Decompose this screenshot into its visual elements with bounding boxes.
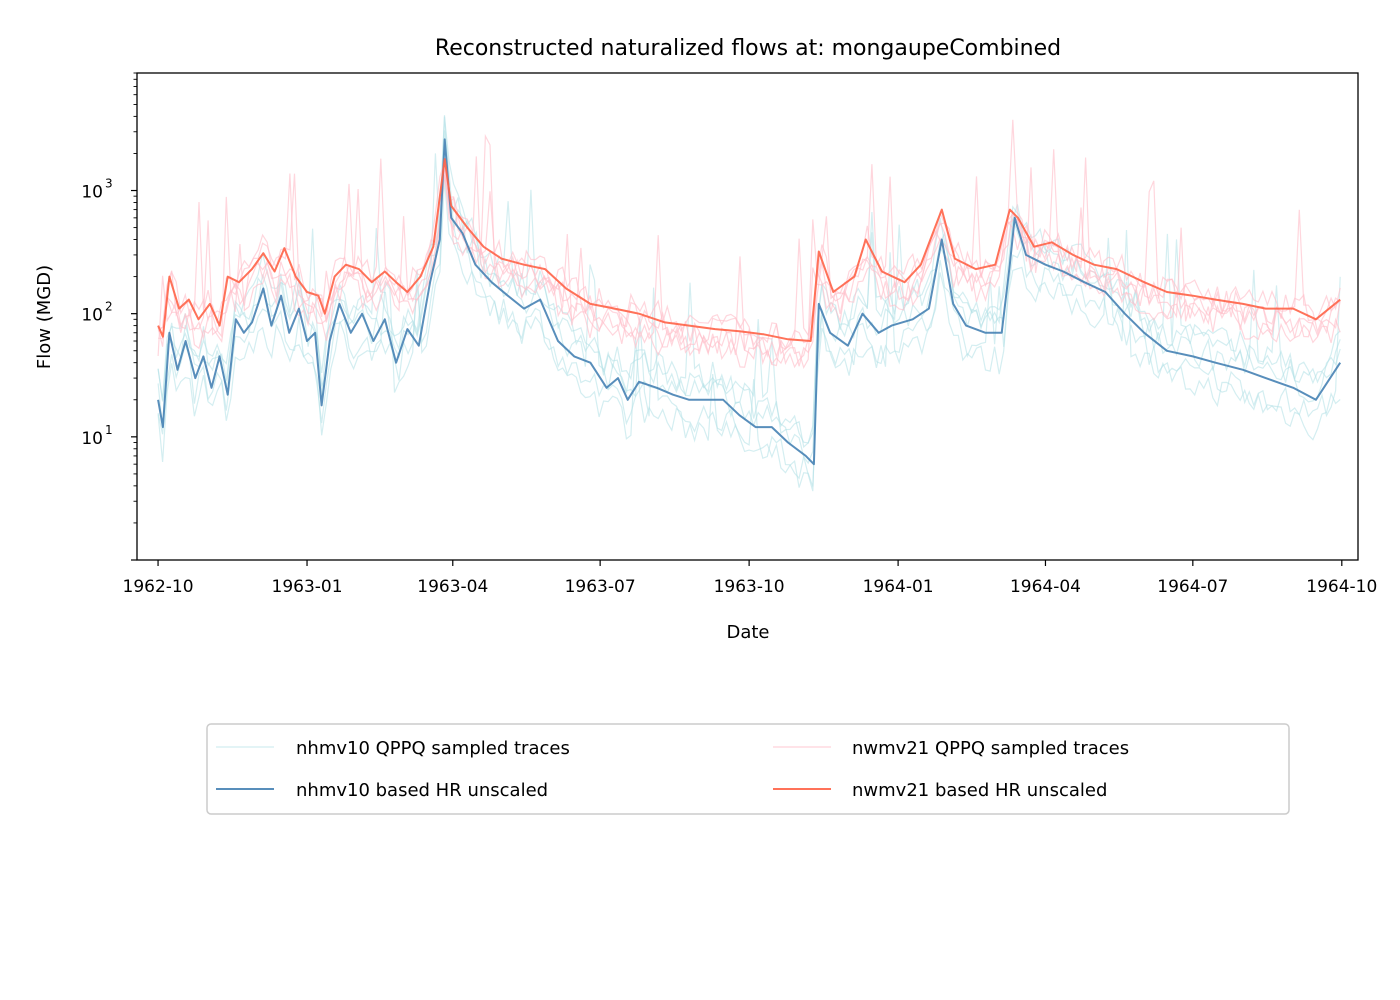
x-tick-label: 1962-10 [123, 577, 194, 597]
sampled-trace-line [157, 156, 1341, 368]
sampled-trace-line [157, 167, 1341, 369]
y-tick-exponent: 3 [105, 177, 113, 191]
x-axis-label: Date [726, 622, 769, 643]
x-tick-label: 1964-04 [1010, 577, 1081, 597]
legend-label-nhmv10-traces: nhmv10 QPPQ sampled traces [296, 738, 570, 759]
legend-label-nwmv21-traces: nwmv21 QPPQ sampled traces [852, 738, 1129, 759]
sampled-trace-line [157, 144, 1341, 492]
y-tick-label: 10 [81, 429, 103, 449]
x-tick-label: 1964-01 [863, 577, 934, 597]
x-tick-label: 1963-01 [272, 577, 343, 597]
plot-frame [136, 72, 1359, 561]
sampled-trace-line [157, 179, 1341, 488]
sampled-trace-line [158, 149, 1341, 370]
sampled-trace-line [157, 116, 1341, 444]
legend-box [206, 723, 1290, 815]
sampled-traces-layer [157, 115, 1341, 492]
legend-label-nhmv10-hr: nhmv10 based HR unscaled [296, 780, 548, 801]
x-tick-label: 1963-04 [417, 577, 488, 597]
x-tick-label: 1963-07 [565, 577, 636, 597]
legend: nhmv10 QPPQ sampled traces nwmv21 QPPQ s… [206, 723, 1290, 815]
legend-label-nwmv21-hr: nwmv21 based HR unscaled [852, 780, 1107, 801]
series-layer [157, 138, 1342, 466]
y-axis-label: Flow (MGD) [34, 265, 55, 369]
y-tick-exponent: 1 [105, 423, 113, 437]
x-tick-label: 1964-07 [1157, 577, 1228, 597]
x-tick-label: 1964-10 [1306, 577, 1377, 597]
x-tick-label: 1963-10 [714, 577, 785, 597]
sampled-trace-line [157, 115, 1341, 449]
chart-title: Reconstructed naturalized flows at: mong… [435, 36, 1061, 61]
series-line [157, 158, 1341, 342]
y-tick-label: 10 [81, 306, 103, 326]
series-line [157, 138, 1342, 466]
y-tick-exponent: 2 [105, 300, 113, 314]
x-axis: 1962-10 1963-01 1963-04 1963-07 1963-10 1964-… [123, 560, 1377, 597]
y-tick-label: 10 [81, 183, 103, 203]
